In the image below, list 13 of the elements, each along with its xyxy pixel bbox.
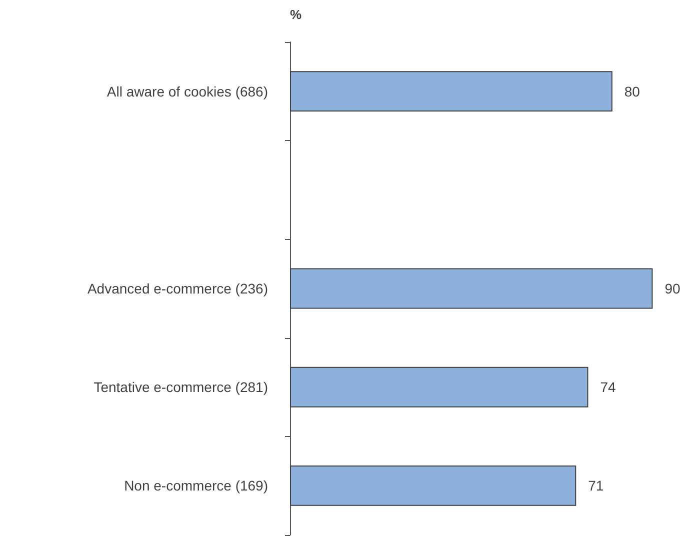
y-tick-label: Non e-commerce (169) [124, 478, 268, 494]
data-label: 90 [664, 280, 680, 296]
y-tick-label: Tentative e-commerce (281) [94, 379, 268, 396]
bar [290, 71, 612, 112]
bar [290, 268, 653, 309]
y-tick-label: All aware of cookies (686) [106, 83, 268, 100]
data-label: 71 [588, 478, 604, 494]
bar [290, 366, 588, 408]
data-label: 74 [600, 379, 616, 396]
bar [290, 465, 576, 506]
x-axis-title: % [290, 7, 302, 22]
y-tick-label: Advanced e-commerce (236) [87, 280, 268, 296]
data-label: 80 [624, 83, 640, 100]
